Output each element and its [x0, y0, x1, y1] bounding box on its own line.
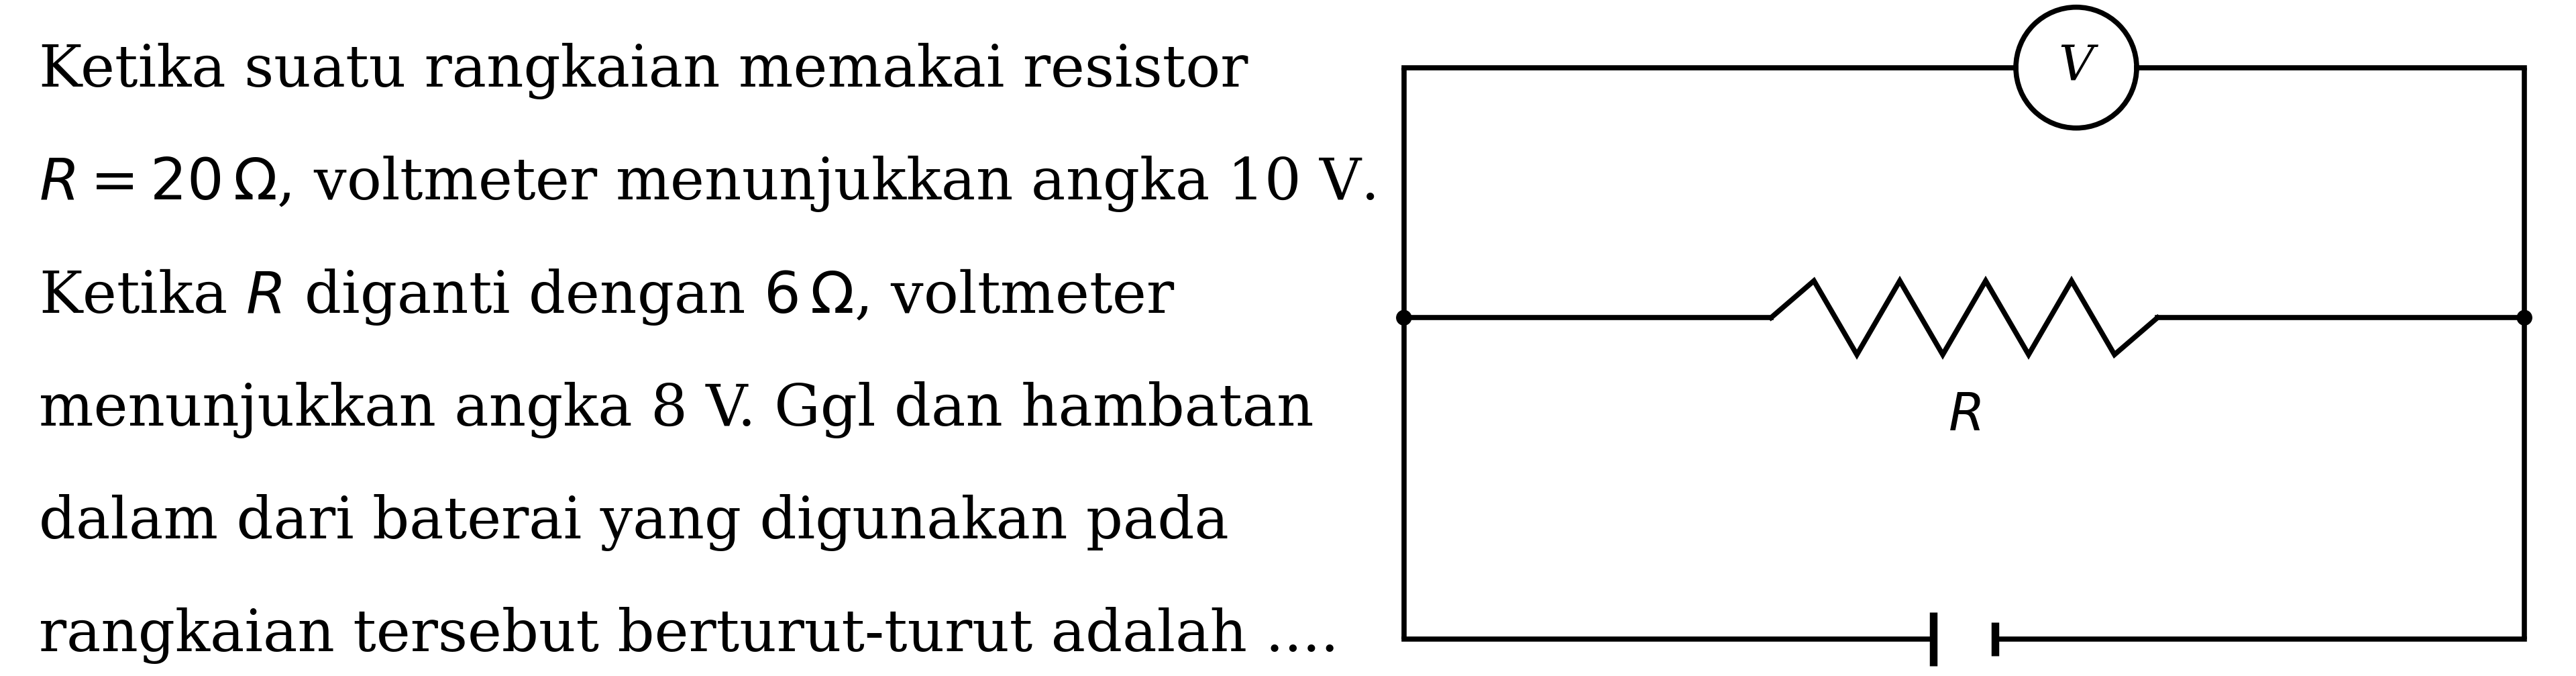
- Text: $R = 20\,\Omega$, voltmeter menunjukkan angka 10 V.: $R = 20\,\Omega$, voltmeter menunjukkan …: [39, 154, 1376, 214]
- Text: dalam dari baterai yang digunakan pada: dalam dari baterai yang digunakan pada: [39, 494, 1229, 551]
- Ellipse shape: [2517, 310, 2532, 325]
- Text: $R$: $R$: [1947, 390, 1981, 441]
- Text: Ketika suatu rangkaian memakai resistor: Ketika suatu rangkaian memakai resistor: [39, 43, 1247, 99]
- Text: rangkaian tersebut berturut-turut adalah ....: rangkaian tersebut berturut-turut adalah…: [39, 607, 1340, 664]
- Text: Ketika $R$ diganti dengan $6\,\Omega$, voltmeter: Ketika $R$ diganti dengan $6\,\Omega$, v…: [39, 267, 1175, 327]
- Ellipse shape: [1396, 310, 1412, 325]
- Text: V: V: [2058, 44, 2094, 91]
- Text: menunjukkan angka 8 V. Ggl dan hambatan: menunjukkan angka 8 V. Ggl dan hambatan: [39, 381, 1314, 438]
